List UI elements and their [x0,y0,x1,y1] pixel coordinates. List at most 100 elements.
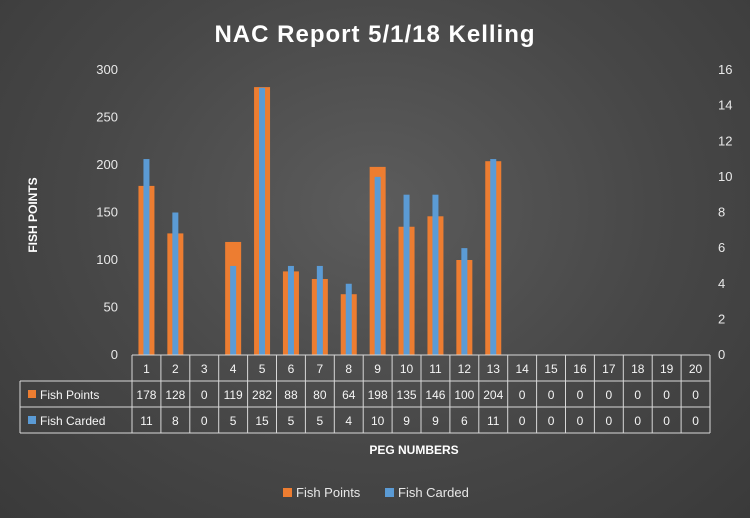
fish-carded-bar [172,212,179,355]
fish-carded-row-key [28,416,36,424]
y-tick-label: 50 [104,300,118,315]
fish-points-value: 0 [692,388,699,402]
fish-carded-value: 0 [606,414,613,428]
x-tick-label: 2 [172,362,179,376]
fish-points-row-key [28,390,36,398]
fish-carded-value: 9 [403,414,410,428]
legend-fish-carded-key [385,488,394,497]
x-tick-label: 16 [573,362,587,376]
fish-points-value: 80 [313,388,327,402]
fish-carded-bar [345,283,352,355]
fish-carded-bar [432,194,439,355]
legend-fish-points-key [283,488,292,497]
y-tick-label: 0 [111,347,118,362]
fish-carded-value: 0 [663,414,670,428]
x-tick-label: 7 [317,362,324,376]
fish-carded-value: 0 [519,414,526,428]
chart-title: NAC Report 5/1/18 Kelling [214,21,535,48]
fish-points-value: 0 [634,388,641,402]
fish-carded-row-label: Fish Carded [40,414,105,428]
legend: Fish Points Fish Carded [283,485,469,500]
fish-points-value: 146 [425,388,445,402]
fish-carded-bar [403,194,410,355]
y2-tick-label: 12 [718,133,732,148]
x-tick-label: 15 [544,362,558,376]
x-tick-label: 14 [515,362,529,376]
fish-points-value: 64 [342,388,356,402]
x-tick-label: 20 [689,362,703,376]
y-axis-title: FISH POINTS [26,177,40,252]
y2-tick-label: 8 [718,205,725,220]
fish-points-value: 178 [136,388,156,402]
x-tick-label: 13 [487,362,501,376]
fish-points-value: 128 [165,388,185,402]
fish-carded-bar [374,176,381,355]
x-tick-label: 10 [400,362,414,376]
y2-tick-label: 2 [718,311,725,326]
fish-carded-value: 5 [230,414,237,428]
fish-carded-value: 0 [201,414,208,428]
fish-points-value: 0 [201,388,208,402]
fish-carded-bar [143,159,150,355]
fish-points-value: 0 [663,388,670,402]
fish-carded-bar [316,265,323,355]
x-tick-label: 5 [259,362,266,376]
x-tick-label: 19 [660,362,674,376]
legend-fish-carded-label: Fish Carded [398,485,469,500]
fish-points-value: 0 [606,388,613,402]
x-tick-label: 6 [288,362,295,376]
fish-carded-bar [259,87,266,355]
x-tick-label: 1 [143,362,150,376]
x-tick-label: 18 [631,362,645,376]
x-tick-label: 9 [374,362,381,376]
fish-points-value: 88 [284,388,298,402]
plot-area: 0 50 100 150 200 250 300 0 2 4 6 8 10 12 14 16 [96,62,732,362]
y2-tick-label: 14 [718,98,732,113]
fish-carded-value: 11 [140,414,153,428]
fish-carded-value: 5 [317,414,324,428]
fish-carded-value: 0 [548,414,555,428]
fish-carded-value: 15 [255,414,269,428]
y-tick-label: 150 [96,205,118,220]
fish-points-row-label: Fish Points [40,388,99,402]
fish-carded-value: 10 [371,414,385,428]
fish-carded-bar [461,248,468,355]
fish-carded-value: 0 [692,414,699,428]
x-tick-label: 17 [602,362,616,376]
fish-carded-value: 11 [487,414,500,428]
y-tick-label: 200 [96,157,118,172]
fish-points-value: 100 [454,388,474,402]
fish-carded-bar [287,265,294,355]
fish-points-value: 204 [483,388,503,402]
y2-tick-label: 4 [718,276,725,291]
y2-tick-label: 6 [718,240,725,255]
fish-carded-value: 5 [288,414,295,428]
x-tick-label: 4 [230,362,237,376]
x-tick-label: 3 [201,362,208,376]
x-tick-label: 12 [458,362,472,376]
fish-points-value: 135 [397,388,417,402]
fish-points-value: 0 [548,388,555,402]
data-table: 1178112128830041195528215688578058644919… [19,354,711,434]
fish-carded-bar [490,159,497,355]
fish-points-value: 0 [577,388,584,402]
fish-carded-value: 8 [172,414,179,428]
fish-points-value: 198 [368,388,388,402]
fish-carded-value: 9 [432,414,439,428]
fish-points-value: 0 [519,388,526,402]
y-tick-label: 250 [96,110,118,125]
fish-points-value: 282 [252,388,272,402]
legend-fish-points-label: Fish Points [296,485,361,500]
y-tick-label: 300 [96,62,118,77]
fish-carded-value: 0 [577,414,584,428]
fish-carded-value: 4 [345,414,352,428]
x-tick-label: 8 [345,362,352,376]
fish-points-value: 119 [224,388,243,402]
y-tick-label: 100 [96,252,118,267]
fish-carded-bar [230,265,237,355]
fish-carded-value: 6 [461,414,468,428]
x-tick-label: 11 [429,362,442,376]
y2-tick-label: 10 [718,169,732,184]
